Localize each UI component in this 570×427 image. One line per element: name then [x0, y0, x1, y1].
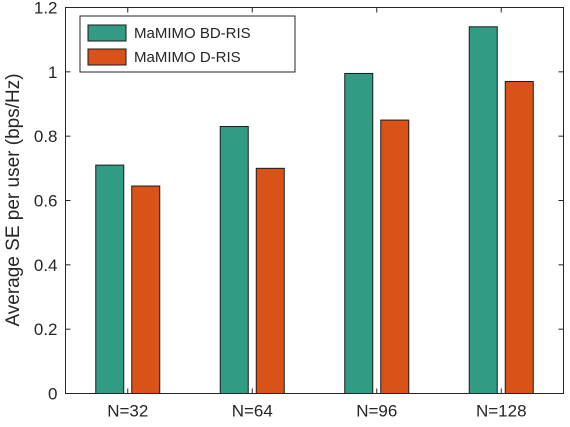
y-tick-label: 0: [48, 385, 57, 404]
bar-d-ris-n64: [255, 167, 285, 394]
x-tick-label: N=128: [476, 402, 527, 421]
legend-swatch-d-ris: [87, 48, 127, 66]
y-tick-label: 0.8: [34, 127, 58, 146]
x-axis-ticks: N=32 N=64 N=96 N=128: [107, 7, 527, 421]
x-tick-label: N=32: [107, 402, 148, 421]
legend-label-bd-ris: MaMIMO BD-RIS: [134, 25, 251, 42]
legend-swatch-bd-ris: [87, 24, 127, 42]
y-tick-label: 1: [48, 63, 57, 82]
y-axis-label: Average SE per user (bps/Hz): [3, 73, 24, 326]
y-axis-ticks: 0 0.2 0.4 0.6 0.8 1 1.2: [34, 0, 564, 404]
x-tick-label: N=96: [356, 402, 397, 421]
bar-d-ris-n96: [380, 119, 410, 394]
x-tick-label: N=64: [232, 402, 273, 421]
bar-d-ris-n128: [504, 80, 534, 394]
bars-layer: [95, 26, 534, 395]
y-tick-label: 1.2: [34, 0, 58, 18]
legend-label-d-ris: MaMIMO D-RIS: [134, 49, 241, 66]
y-tick-label: 0.4: [34, 256, 58, 275]
bar-bd-ris-n64: [219, 126, 249, 395]
bar-bd-ris-n32: [95, 164, 125, 394]
legend: MaMIMO BD-RIS MaMIMO D-RIS: [79, 15, 296, 73]
y-tick-label: 0.2: [34, 320, 58, 339]
bar-d-ris-n32: [131, 185, 161, 394]
bar-bd-ris-n96: [344, 72, 374, 394]
y-tick-label: 0.6: [34, 192, 58, 211]
bar-bd-ris-n128: [468, 26, 498, 395]
